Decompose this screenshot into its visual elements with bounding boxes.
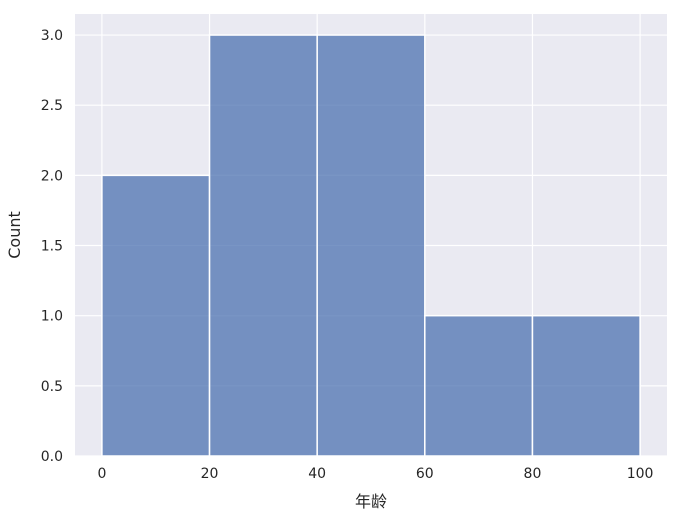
bars: [101, 34, 641, 457]
y-tick-label: 3.0: [41, 28, 63, 44]
histogram-bar: [316, 34, 426, 457]
x-tick-label: 100: [627, 466, 654, 482]
x-tick-label: 0: [97, 466, 106, 482]
y-tick-label: 1.5: [41, 239, 63, 255]
x-ticks: 0 20 40 60 80 100: [97, 466, 653, 482]
x-tick-label: 80: [524, 466, 542, 482]
histogram-bar: [208, 34, 318, 457]
y-tick-label: 2.5: [41, 98, 63, 114]
histogram-bar: [424, 314, 534, 457]
histogram-bar: [531, 314, 641, 457]
x-axis-label: 年龄: [355, 492, 387, 511]
y-tick-label: 0.5: [41, 379, 63, 395]
x-tick-label: 40: [308, 466, 326, 482]
y-axis-label: Count: [5, 211, 24, 259]
x-tick-label: 20: [201, 466, 219, 482]
x-tick-label: 60: [416, 466, 434, 482]
y-ticks: 0.0 0.5 1.0 1.5 2.0 2.5 3.0: [41, 28, 63, 465]
y-tick-label: 0.0: [41, 449, 63, 465]
y-tick-label: 2.0: [41, 168, 63, 184]
y-tick-label: 1.0: [41, 309, 63, 325]
histogram-bar: [101, 174, 211, 457]
